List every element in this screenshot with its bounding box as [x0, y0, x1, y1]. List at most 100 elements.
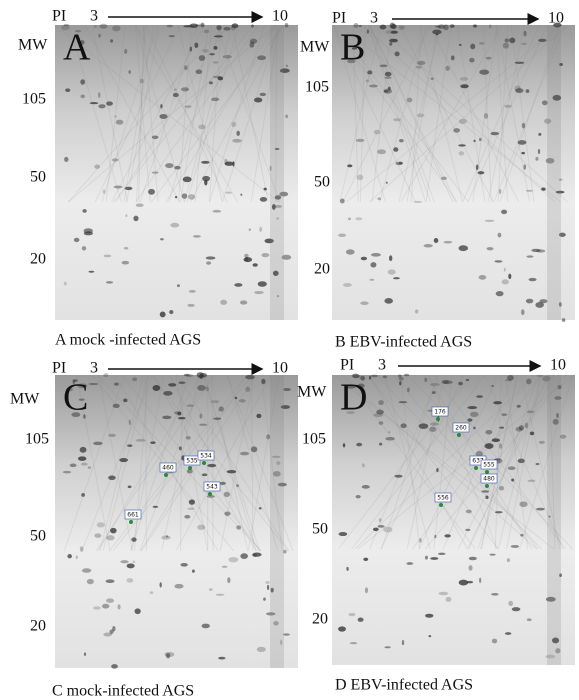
gel-spot: [348, 217, 351, 221]
gel-spot: [188, 290, 196, 293]
gel-spot: [80, 462, 88, 466]
gel-spot: [498, 443, 503, 449]
gel-panel: [332, 373, 575, 665]
gel-streak: [135, 24, 146, 203]
gel-spot: [484, 219, 495, 222]
gel-spot: [89, 102, 99, 105]
gel-spot: [184, 105, 192, 108]
pi-label: PI: [340, 357, 354, 374]
gel-spot: [535, 302, 544, 308]
gel-streak: [332, 24, 416, 203]
gel-spot: [460, 84, 469, 89]
gel-spot: [419, 538, 422, 543]
gel-spot: [239, 451, 250, 456]
spot-label: 534: [200, 453, 212, 460]
gel-spot: [174, 583, 184, 589]
gel-spot: [466, 580, 474, 584]
mw-marker: 50: [312, 521, 328, 538]
gel-streak: [384, 374, 431, 550]
gel-spot: [195, 69, 203, 75]
spot-label-box: [203, 481, 221, 492]
gel-spot: [243, 257, 253, 263]
gel-spot: [465, 378, 470, 382]
gel-spot: [378, 518, 382, 523]
gel-spot: [186, 468, 193, 474]
gel-spot: [225, 191, 232, 194]
gel-spot: [494, 511, 503, 514]
gel-spot: [526, 378, 532, 385]
gel-spot: [97, 91, 101, 98]
gel-spot: [285, 114, 288, 119]
gel-spot: [93, 441, 103, 446]
gel-streak: [380, 374, 465, 550]
gel-streak: [369, 24, 457, 203]
gel-spot: [256, 413, 262, 419]
gel-spot: [553, 22, 562, 28]
gel-spot: [283, 549, 287, 554]
gel-spot: [80, 40, 85, 45]
gel-spot: [239, 300, 248, 305]
gel-right-lane: [270, 375, 284, 668]
gel-spot: [252, 263, 258, 267]
gel-spot: [99, 23, 108, 29]
gel-spot: [521, 309, 525, 316]
gel-streak: [250, 374, 254, 551]
gel-spot: [415, 65, 422, 69]
gel-spot: [236, 525, 242, 530]
gel-streak: [151, 24, 284, 203]
gel-spot: [385, 30, 396, 34]
mw-label: MW: [18, 37, 48, 54]
gel-spot: [98, 104, 106, 109]
gel-spot: [437, 24, 446, 29]
gel-spot: [257, 55, 267, 61]
gel-spot: [398, 161, 403, 165]
gel-spot: [236, 130, 240, 136]
gel-spot: [277, 482, 287, 487]
gel-spot: [434, 25, 442, 28]
spot-label: 555: [483, 462, 495, 469]
gel-spot: [280, 639, 283, 646]
mw-marker: 20: [314, 261, 330, 278]
mw-marker: 105: [22, 91, 46, 108]
gel-spot: [176, 284, 180, 288]
gel-spot: [111, 158, 119, 162]
gel-spot: [281, 254, 292, 260]
gel-spot: [71, 412, 81, 418]
gel-spot: [77, 383, 88, 389]
gel-spot: [478, 41, 485, 45]
gel-spot: [458, 579, 469, 586]
gel-streak: [168, 374, 260, 552]
gel-spot: [516, 404, 521, 408]
gel-spot: [360, 375, 366, 381]
gel-spot: [206, 495, 215, 498]
gel-spot: [112, 25, 121, 32]
gel-spot: [252, 552, 262, 557]
gel-spot: [78, 398, 85, 401]
gel-streak: [352, 24, 359, 203]
gel-spot: [459, 77, 469, 81]
gel-spot: [450, 55, 455, 61]
gel-spot: [501, 413, 508, 416]
gel-panel: [54, 22, 298, 320]
gel-spot: [346, 411, 355, 414]
gel-spot: [162, 415, 172, 420]
gel-spot: [226, 469, 237, 474]
gel-spot: [165, 163, 174, 169]
gel-spot: [276, 294, 280, 298]
gel-spot: [284, 22, 289, 28]
gel-spot: [458, 43, 462, 46]
gel-spot: [486, 247, 494, 251]
gel-streak: [123, 24, 155, 203]
gel-spot: [83, 414, 86, 419]
gel-spot: [213, 45, 218, 50]
gel-spot: [552, 418, 559, 425]
gel-spot: [194, 42, 199, 49]
gel-spot: [367, 70, 373, 75]
gel-spot: [231, 23, 239, 29]
gel-spot: [514, 61, 525, 64]
spot-label-box: [183, 455, 201, 466]
gel-spot: [106, 101, 113, 106]
gel-spot: [187, 507, 195, 511]
gel-streak: [221, 24, 280, 203]
